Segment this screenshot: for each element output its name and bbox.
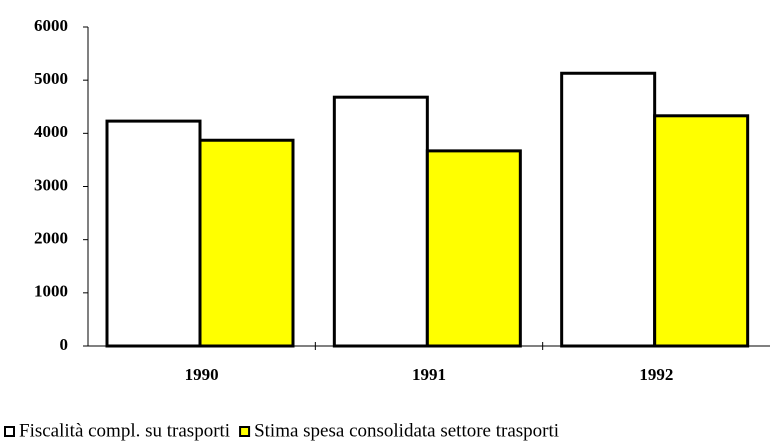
y-tick-label: 5000 — [34, 69, 68, 88]
y-tick-label: 6000 — [34, 16, 68, 35]
legend-label: Fiscalità compl. su trasporti — [19, 420, 230, 441]
y-tick-label: 0 — [60, 335, 69, 354]
bar — [560, 71, 657, 348]
bar — [425, 149, 522, 348]
y-tick-label: 4000 — [34, 122, 68, 141]
bar — [198, 138, 295, 348]
legend-marker — [239, 426, 251, 437]
legend-marker — [4, 426, 15, 437]
x-tick-label: 1991 — [412, 365, 446, 384]
y-tick-label: 1000 — [34, 282, 68, 301]
legend-label: Stima spesa consolidata settore trasport… — [254, 420, 559, 441]
x-tick-label: 1992 — [639, 365, 673, 384]
y-tick-label: 3000 — [34, 175, 68, 194]
bar — [332, 95, 429, 348]
bar — [653, 114, 750, 348]
y-tick-label: 2000 — [34, 229, 68, 248]
x-tick-label: 1990 — [185, 365, 219, 384]
bar — [105, 119, 202, 348]
